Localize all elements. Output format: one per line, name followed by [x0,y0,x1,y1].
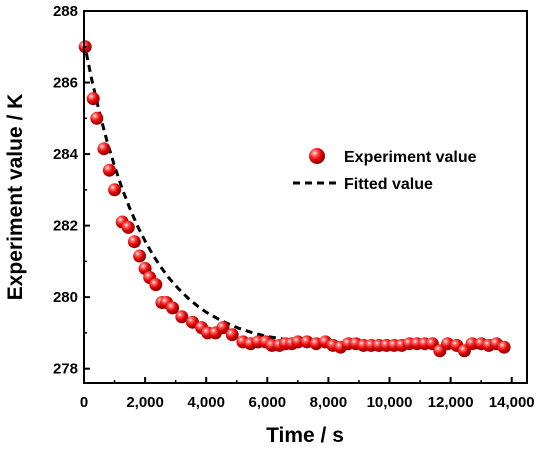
fitted-value-line [82,41,506,350]
x-tick-label: 14,000 [489,394,535,411]
y-axis-title: Experiment value / K [4,94,27,301]
experiment-point [216,321,230,335]
legend-label-experiment: Experiment value [344,149,477,166]
x-tick-label: 10,000 [367,394,413,411]
experiment-point [149,278,163,292]
legend-marker-experiment [309,148,325,164]
y-tick-label: 284 [53,146,79,163]
points-layer [78,40,511,358]
y-tick-label: 278 [53,361,78,378]
legend: Experiment value Fitted value [293,148,477,193]
experiment-point [133,249,147,263]
x-tick-label: 6,000 [249,394,287,411]
experiment-point [121,220,135,234]
x-tick-label: 4,000 [187,394,225,411]
x-tick-label: 12,000 [428,394,474,411]
experiment-point [102,163,116,177]
x-axis-title: Time / s [266,424,344,447]
fit-layer [82,41,506,350]
x-tick-label: 2,000 [126,394,164,411]
experiment-point [166,301,180,315]
experiment-point [90,111,104,125]
experiment-point [465,337,479,351]
y-tick-label: 288 [53,3,78,20]
experiment-point [86,92,100,106]
y-tick-label: 286 [53,75,78,92]
experiment-point [291,335,305,349]
y-axis: 278 280 282 284 286 288 [53,3,90,378]
x-axis: 0 2,000 4,000 6,000 8,000 10,000 12,000 14,000 [80,377,535,411]
y-tick-label: 282 [53,218,78,235]
experiment-point [225,328,239,342]
plot-frame [83,10,528,384]
experiment-point [175,310,189,324]
experiment-point [497,340,511,354]
experiment-point [97,142,111,156]
legend-label-fitted: Fitted value [344,176,433,193]
experiment-point [127,235,141,249]
y-tick-label: 280 [53,289,78,306]
experiment-point [108,183,122,197]
x-tick-label: 8,000 [310,394,348,411]
x-tick-label: 0 [80,394,88,411]
